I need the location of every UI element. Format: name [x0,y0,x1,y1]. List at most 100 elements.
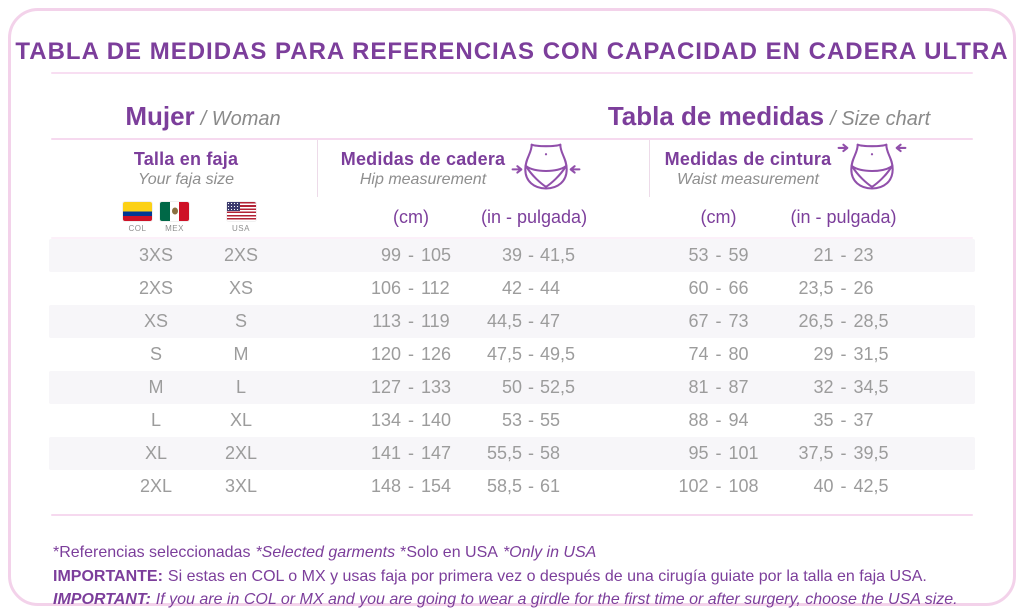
unit-cm-hip: (cm) [393,206,429,227]
flag-usa: USA [226,201,256,233]
cell-hip-cm: 134-140 [370,410,452,430]
units-band: COL MEX USA (cm) (in - pulgada) (cm) (in… [49,197,975,237]
waist-measure-icon [837,142,907,197]
size-table-rows: 3XS 2XS 99-105 39-41,5 53-59 21-23 2XS X… [49,239,975,503]
cell-size-usa: 2XL [224,443,258,463]
cell-size-usa: XL [229,410,253,430]
waist-title: Medidas de cintura [664,149,832,169]
cell-size-col-mx: 3XS [138,245,174,265]
colombia-flag-icon [123,201,152,221]
footnote-only-usa: *Only in USA [502,544,597,561]
cell-size-usa: L [235,377,246,397]
cell-size-usa: 3XL [224,476,258,496]
cell-waist-in: 26,5-28,5 [798,311,889,331]
table-row: S M 120-126 47,5-49,5 74-80 29-31,5 [49,338,975,371]
important-text: If you are in COL or MX and you are goin… [155,591,958,608]
cell-waist-cm: 74-80 [688,344,749,364]
cell-waist-cm: 53-59 [688,245,749,265]
hip-title: Medidas de cadera [340,149,506,169]
cell-hip-in: 39-41,5 [502,245,575,265]
vertical-divider-2 [649,140,650,197]
cell-size-usa: S [234,311,247,331]
cell-waist-cm: 88-94 [688,410,749,430]
cell-size-col-mx: L [150,410,161,430]
unit-inch-waist: (in - pulgada) [790,206,897,227]
cell-size-col-mx: S [149,344,162,364]
column-header-hip: Medidas de cadera Hip measurement [341,142,581,197]
cell-size-usa: M [233,344,249,364]
unit-inch-hip: (in - pulgada) [481,206,588,227]
cell-size-col-mx: XL [144,443,168,463]
section-title-mujer: Mujer [125,101,195,131]
table-row: XS S 113-119 44,5-47 67-73 26,5-28,5 [49,305,975,338]
cell-hip-cm: 113-119 [372,311,450,331]
cell-hip-cm: 127-133 [370,377,452,397]
mexico-flag-label: MEX [165,223,184,233]
footnote-line-1: *Referencias seleccionadas *Selected garm… [53,541,983,565]
cell-waist-in: 37,5-39,5 [798,443,889,463]
cell-size-col-mx: 2XL [139,476,173,496]
cell-size-col-mx: 2XS [138,278,174,298]
table-row: 2XS XS 106-112 42-44 60-66 23,5-26 [49,272,975,305]
importante-label: IMPORTANTE: [53,567,163,585]
usa-flag-icon [226,201,256,221]
cell-hip-in: 47,5-49,5 [487,344,575,364]
footnote-referencias: *Referencias seleccionadas [53,544,251,561]
colombia-flag-label: COL [128,223,147,233]
mexico-flag-icon [160,201,189,221]
cell-hip-cm: 106-112 [370,278,450,298]
hip-subtitle: Hip measurement [359,171,487,188]
cell-hip-cm: 141-147 [370,443,452,463]
vertical-divider-1 [317,140,318,197]
unit-cm-waist: (cm) [700,206,737,227]
waist-subtitle: Waist measurement [677,171,819,188]
divider-below-table [51,514,973,516]
cell-size-col-mx: M [148,377,164,397]
cell-hip-cm: 99-105 [380,245,452,265]
footnote-solo-usa: *Solo en USA [400,544,498,561]
cell-hip-in: 55,5-58 [487,443,560,463]
size-chart-card: TABLA DE MEDIDAS PARA REFERENCIAS CON CA… [8,8,1016,608]
cell-waist-in: 40-42,5 [813,476,889,496]
cell-waist-cm: 67-73 [688,311,749,331]
page-title: TABLA DE MEDIDAS PARA REFERENCIAS CON CA… [15,38,1009,65]
divider-above-table [51,237,973,239]
column-header-waist: Medidas de cintura Waist measurement [661,142,911,197]
cell-size-usa: 2XS [223,245,259,265]
cell-waist-in: 35-37 [813,410,874,430]
cell-waist-in: 32-34,5 [813,377,889,397]
important-label: IMPORTANT: [53,591,151,608]
usa-flag-label: USA [232,223,250,233]
section-subtitle-woman: / Woman [200,108,281,130]
cell-waist-in: 21-23 [813,245,874,265]
divider-under-title [51,72,973,74]
footnote-line-2: IMPORTANTE: Si estas en COL o MX y usas f… [53,565,983,589]
cell-hip-in: 53-55 [502,410,560,430]
cell-hip-cm: 120-126 [370,344,452,364]
importante-text: Si estas en COL o MX y usas faja por pri… [167,567,927,585]
section-subtitle-size-chart: / Size chart [830,108,931,130]
cell-waist-cm: 102-108 [678,476,759,496]
cell-waist-cm: 81-87 [688,377,749,397]
column-header-band: Talla en faja Your faja size Medidas de … [49,141,975,197]
table-row: 2XL 3XL 148-154 58,5-61 102-108 40-42,5 [49,470,975,503]
table-row: L XL 134-140 53-55 88-94 35-37 [49,404,975,437]
cell-waist-in: 29-31,5 [813,344,889,364]
table-row: M L 127-133 50-52,5 81-87 32-34,5 [49,371,975,404]
cell-hip-cm: 148-154 [370,476,452,496]
table-row: 3XS 2XS 99-105 39-41,5 53-59 21-23 [49,239,975,272]
section-header-woman: Mujer / Woman [125,101,280,132]
cell-hip-in: 50-52,5 [502,377,575,397]
flags-col-mex: COL MEX [101,201,211,233]
cell-hip-in: 58,5-61 [487,476,560,496]
column-header-faja-size: Talla en faja Your faja size [101,149,271,189]
footnote-line-3: IMPORTANT: If you are in COL or MX and yo… [53,588,983,612]
section-header-size-chart: Tabla de medidas / Size chart [608,101,930,132]
divider-above-headers [51,138,973,140]
footnotes: *Referencias seleccionadas *Selected garm… [53,541,983,612]
flags-usa: USA [211,201,271,233]
faja-size-title: Talla en faja [133,149,239,169]
cell-size-col-mx: XS [143,311,168,331]
table-row: XL 2XL 141-147 55,5-58 95-101 37,5-39,5 [49,437,975,470]
